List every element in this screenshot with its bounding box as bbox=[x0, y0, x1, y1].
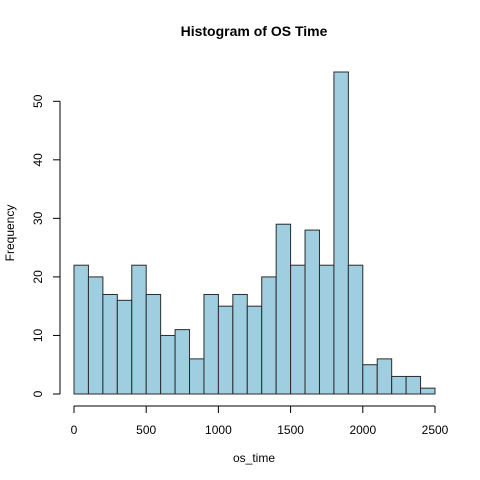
histogram-bar bbox=[318, 264, 335, 395]
histogram-bar bbox=[232, 293, 248, 395]
histogram-bar bbox=[275, 223, 292, 395]
y-tick-label: 0 bbox=[31, 390, 45, 397]
x-tick-label: 500 bbox=[136, 423, 156, 437]
histogram-bar bbox=[420, 387, 436, 395]
x-tick-label: 1500 bbox=[277, 423, 304, 437]
histogram-bar bbox=[102, 293, 118, 395]
y-tick-label: 50 bbox=[31, 94, 45, 108]
x-tick-label: 2500 bbox=[422, 423, 449, 437]
histogram-bar bbox=[174, 329, 191, 395]
histogram-bar bbox=[203, 293, 219, 395]
y-tick-label: 20 bbox=[31, 270, 45, 284]
x-tick-label: 2000 bbox=[349, 423, 376, 437]
histogram-bar bbox=[189, 358, 205, 395]
y-tick-label: 30 bbox=[31, 211, 45, 225]
histogram-bar bbox=[290, 264, 306, 395]
histogram-bar bbox=[116, 299, 133, 395]
histogram-bar bbox=[376, 358, 393, 395]
histogram-bar bbox=[131, 264, 147, 395]
histogram-bar bbox=[405, 375, 422, 395]
histogram-bar bbox=[73, 264, 89, 395]
histogram-bar bbox=[362, 364, 378, 395]
histogram-bar bbox=[261, 276, 277, 395]
y-axis-label: Frequency bbox=[3, 205, 17, 262]
y-tick-label: 40 bbox=[31, 153, 45, 167]
x-tick-label: 0 bbox=[71, 423, 78, 437]
histogram-bar bbox=[391, 375, 407, 395]
histogram-bar bbox=[160, 334, 176, 395]
histogram-bar bbox=[304, 229, 320, 395]
x-tick-label: 1000 bbox=[205, 423, 232, 437]
histogram-bar bbox=[87, 276, 104, 395]
histogram-bar bbox=[145, 293, 162, 395]
histogram-bar bbox=[246, 305, 263, 395]
y-axis: 0 10 20 30 40 50 bbox=[31, 94, 61, 397]
chart-title: Histogram of OS Time bbox=[181, 23, 328, 39]
histogram-bar bbox=[333, 71, 349, 395]
histogram-bar bbox=[347, 264, 364, 395]
x-axis: 0 500 1000 1500 2000 2500 bbox=[71, 405, 449, 437]
y-tick-label: 10 bbox=[31, 328, 45, 342]
histogram-bar bbox=[217, 305, 234, 395]
bars-group bbox=[73, 71, 436, 395]
x-axis-label: os_time bbox=[233, 451, 275, 465]
